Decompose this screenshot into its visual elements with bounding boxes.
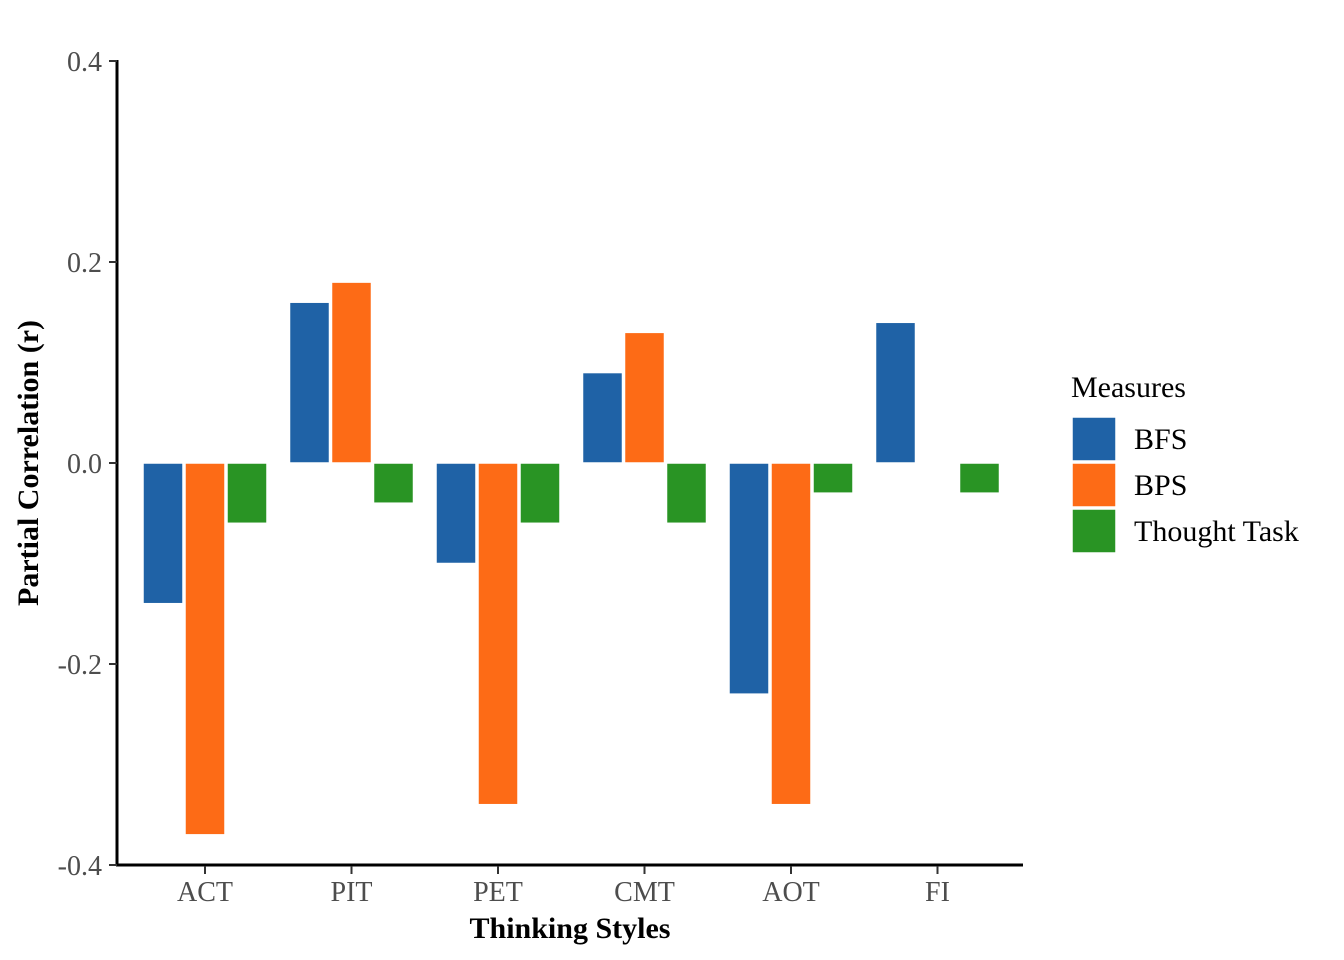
bar-act-bps xyxy=(184,462,226,836)
bar-cmt-bps xyxy=(623,331,666,464)
bar-aot-bps xyxy=(770,462,812,806)
x-tick-label-fi: FI xyxy=(925,877,950,908)
legend-swatch-bps xyxy=(1071,462,1117,508)
y-tick-label: 0.0 xyxy=(67,449,102,480)
legend-label-bfs: BFS xyxy=(1134,423,1187,456)
bar-cmt-bfs xyxy=(581,371,624,464)
x-tick-label-cmt: CMT xyxy=(614,877,675,908)
bar-pet-bfs xyxy=(435,462,477,565)
bar-pet-bps xyxy=(477,462,519,806)
legend: Measures BFS BPS Thought Task xyxy=(1071,371,1299,554)
bar-act-thought-task xyxy=(226,462,268,525)
bar-cmt-thought-task xyxy=(665,462,708,525)
y-tick-label: 0.2 xyxy=(67,248,102,279)
legend-swatch-thought-task xyxy=(1071,508,1117,554)
bar-pit-bps xyxy=(330,281,373,464)
legend-label-thought-task: Thought Task xyxy=(1134,515,1299,548)
bars-group xyxy=(142,281,1001,836)
legend-swatch-bfs xyxy=(1071,416,1117,462)
y-axis-title: Partial Correlation (r) xyxy=(12,320,45,606)
x-tick-label-act: ACT xyxy=(177,877,233,908)
bar-pet-thought-task xyxy=(519,462,561,525)
bar-aot-thought-task xyxy=(812,462,854,494)
legend-label-bps: BPS xyxy=(1134,469,1187,502)
y-tick-label: -0.2 xyxy=(58,650,102,681)
y-axis-ticks: -0.4 -0.2 0.0 0.2 0.4 xyxy=(58,47,117,882)
x-axis-ticks: ACT PIT PET CMT AOT FI xyxy=(177,866,950,908)
bar-fi-bfs xyxy=(874,321,917,464)
bar-act-bfs xyxy=(142,462,184,605)
x-tick-label-pit: PIT xyxy=(331,877,373,908)
x-axis-title: Thinking Styles xyxy=(470,912,671,945)
bar-fi-thought-task xyxy=(958,462,1001,494)
y-tick-label: -0.4 xyxy=(58,851,102,882)
x-tick-label-aot: AOT xyxy=(762,877,820,908)
x-tick-label-pet: PET xyxy=(473,877,523,908)
bar-aot-bfs xyxy=(728,462,770,695)
y-tick-label: 0.4 xyxy=(67,47,102,78)
legend-title: Measures xyxy=(1071,371,1186,404)
bar-pit-bfs xyxy=(288,301,331,464)
bar-pit-thought-task xyxy=(372,462,415,504)
